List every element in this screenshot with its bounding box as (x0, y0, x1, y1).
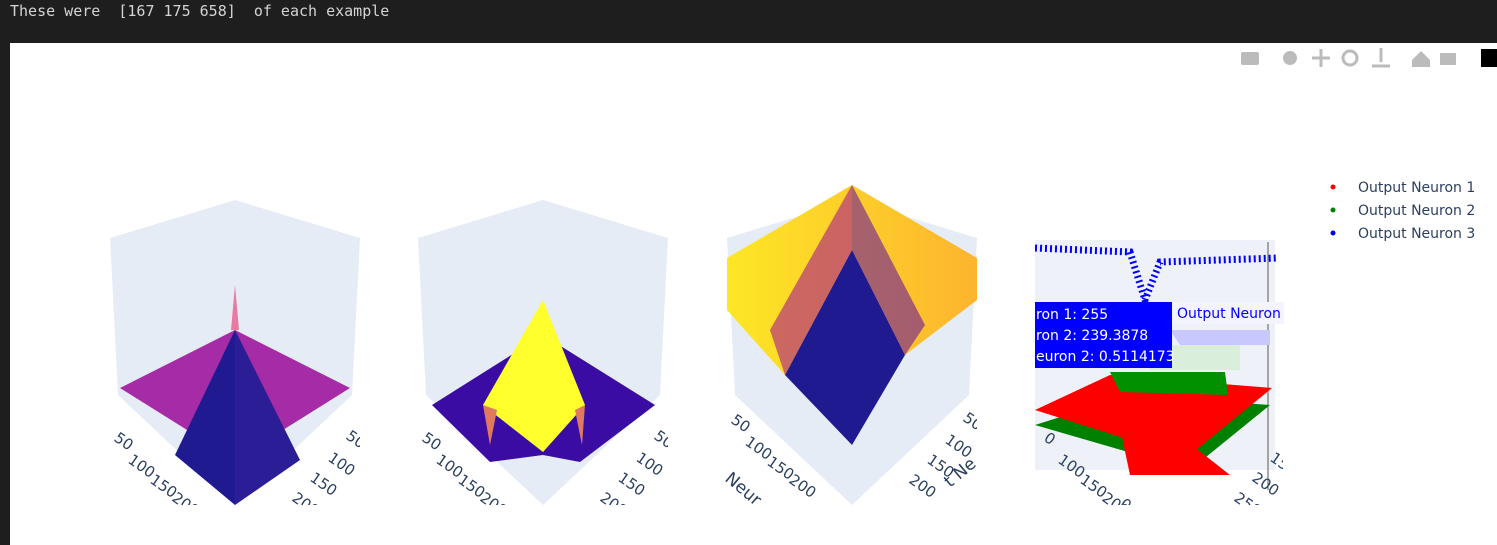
tooltip-line: euron 2: 0.5114173 (1036, 349, 1175, 365)
y-tick-label: 50 (651, 427, 677, 453)
y-tick-label: 200 (597, 489, 631, 520)
console-output: These were [167 175 658] of each example (10, 2, 390, 20)
y-tick-label: 150 (615, 469, 649, 500)
y-tick-label: 150 (307, 469, 341, 500)
x-tick-label: 50 (728, 411, 754, 437)
camera-view-icon[interactable] (1440, 53, 1456, 65)
y-tick-label: 50 (960, 409, 986, 435)
camera-icon[interactable] (1241, 52, 1259, 65)
console-bar: These were [167 175 658] of each example (0, 0, 1497, 42)
home-icon[interactable] (1412, 51, 1430, 67)
plotly-logo[interactable] (1481, 49, 1497, 67)
x-axis-title: Neur (721, 469, 765, 511)
pan-icon[interactable] (1312, 49, 1330, 67)
y-tick-label: 100 (633, 449, 667, 480)
scene-1 (110, 200, 360, 505)
tooltip-line: ron 2: 239.3878 (1036, 328, 1148, 344)
scene-3 (727, 185, 977, 505)
modebar[interactable] (1241, 48, 1497, 68)
x-tick-label: 50 (419, 429, 445, 455)
hover-tooltip: Output Neuron ron 1: 255 ron 2: 239.3878 e… (1035, 302, 1284, 368)
x-tick-label: 0 (1117, 495, 1135, 515)
y-tick-label: 100 (1285, 427, 1319, 458)
legend-marker (1330, 230, 1336, 236)
legend-marker (1330, 184, 1336, 190)
legend-label: Output Neuron 1 (1358, 180, 1475, 196)
y-tick-label: 200 (289, 489, 323, 520)
y-tick-label: 200 (1249, 469, 1283, 500)
y-tick-label: 50 (343, 427, 369, 453)
x-tick-label: 50 (111, 429, 137, 455)
scene-2 (418, 200, 668, 505)
y-tick-label: 250 (1231, 489, 1265, 520)
y-tick-label: 100 (942, 431, 976, 462)
legend-label: Output Neuron 3 (1358, 226, 1475, 242)
y-tick-label: 100 (325, 449, 359, 480)
tooltip-line: ron 1: 255 (1036, 307, 1108, 323)
zoom-icon[interactable] (1283, 51, 1297, 65)
y-tick-label: 200 (906, 471, 940, 502)
turntable-icon[interactable] (1372, 48, 1390, 68)
legend-label: Output Neuron 2 (1358, 203, 1475, 219)
legend-marker (1330, 207, 1336, 213)
tooltip-name: Output Neuron (1177, 306, 1281, 322)
orbit-icon[interactable] (1341, 49, 1359, 67)
